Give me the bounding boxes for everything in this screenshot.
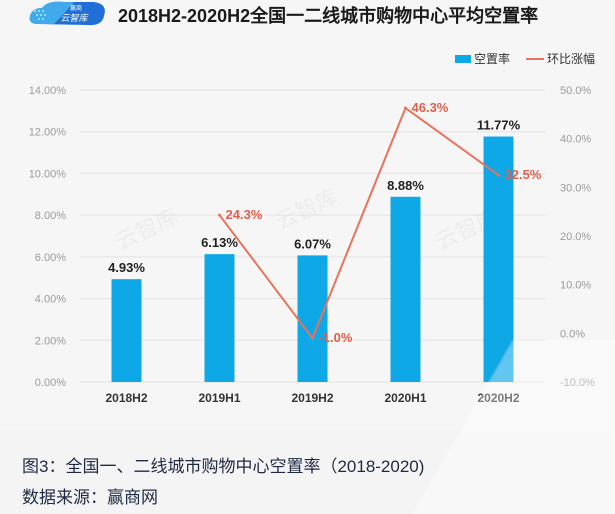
line-point bbox=[218, 213, 221, 217]
line-point bbox=[311, 336, 314, 340]
logo: 赢商 云智库 bbox=[29, 1, 105, 26]
bar-data-label: 11.77% bbox=[477, 118, 521, 133]
chart-title: 2018H2-2020H2全国一二线城市购物中心平均空置率 bbox=[118, 6, 539, 26]
legend-item-bar: 空置率 bbox=[454, 50, 510, 67]
y-right-tick-label: 40.0% bbox=[560, 134, 591, 146]
y-right-tick-label: 50.0% bbox=[560, 85, 591, 97]
line-point bbox=[404, 106, 407, 110]
bar-data-label: 6.13% bbox=[201, 235, 238, 250]
x-tick-label: 2019H2 bbox=[291, 391, 333, 405]
watermark: 云智库 bbox=[112, 204, 182, 255]
logo-text-top: 赢商 bbox=[70, 4, 82, 12]
y-left-tick-label: 10.00% bbox=[29, 168, 67, 180]
y-left-tick-label: 2.00% bbox=[35, 335, 66, 347]
y-right-tick-label: -10.0% bbox=[560, 377, 595, 389]
logo-text-main: 云智库 bbox=[60, 13, 89, 23]
bar-data-label: 4.93% bbox=[108, 260, 145, 275]
legend-item-line: 环比涨幅 bbox=[525, 50, 595, 67]
y-left-tick-label: 14.00% bbox=[29, 85, 67, 97]
figure-caption: 图3：全国一、二线城市购物中心空置率（2018-2020) bbox=[22, 457, 425, 476]
y-left-tick-label: 12.00% bbox=[29, 127, 67, 139]
line-data-label: 32.5% bbox=[505, 167, 542, 182]
line-series bbox=[218, 106, 500, 341]
line-data-label: 46.3% bbox=[412, 100, 449, 115]
y-right-tick-label: 0.0% bbox=[560, 328, 585, 340]
chart-panel: 赢商 云智库 2018H2-2020H2全国一二线城市购物中心平均空置率 空置率… bbox=[28, 1, 596, 405]
bar-data-label: 8.88% bbox=[387, 178, 424, 193]
plot-area: 云智库 云智库 云智库 0.00%2.00%4.00%6.00%8.00%10.… bbox=[29, 85, 595, 405]
y-left-tick-label: 0.00% bbox=[35, 377, 66, 389]
x-tick-label: 2020H1 bbox=[384, 391, 426, 405]
bar bbox=[111, 279, 142, 382]
legend-swatch-bar bbox=[454, 54, 471, 63]
bar bbox=[483, 136, 514, 382]
y-left-tick-label: 6.00% bbox=[35, 252, 66, 264]
line-data-label: -1.0% bbox=[319, 330, 353, 345]
x-tick-label: 2018H2 bbox=[105, 391, 147, 405]
bar bbox=[204, 254, 235, 382]
legend-label-line: 环比涨幅 bbox=[546, 52, 595, 66]
bar bbox=[297, 255, 328, 382]
bar-data-label: 6.07% bbox=[294, 236, 331, 251]
y-left-tick-label: 8.00% bbox=[35, 210, 66, 222]
legend: 空置率 环比涨幅 bbox=[454, 50, 595, 67]
y-left-tick-label: 4.00% bbox=[35, 294, 66, 306]
legend-label-bar: 空置率 bbox=[473, 52, 510, 66]
y-right-tick-label: 30.0% bbox=[560, 182, 591, 194]
bar bbox=[390, 196, 421, 382]
data-source: 数据来源：赢商网 bbox=[22, 488, 158, 507]
y-right-tick-label: 10.0% bbox=[560, 280, 591, 292]
y-right-tick-label: 20.0% bbox=[560, 231, 591, 243]
watermark: 云智库 bbox=[272, 184, 342, 235]
x-tick-label: 2020H2 bbox=[477, 391, 519, 405]
line-data-label: 24.3% bbox=[226, 207, 263, 222]
x-tick-label: 2019H1 bbox=[198, 391, 240, 405]
legend-swatch-line bbox=[525, 57, 544, 60]
line-point bbox=[497, 173, 500, 177]
